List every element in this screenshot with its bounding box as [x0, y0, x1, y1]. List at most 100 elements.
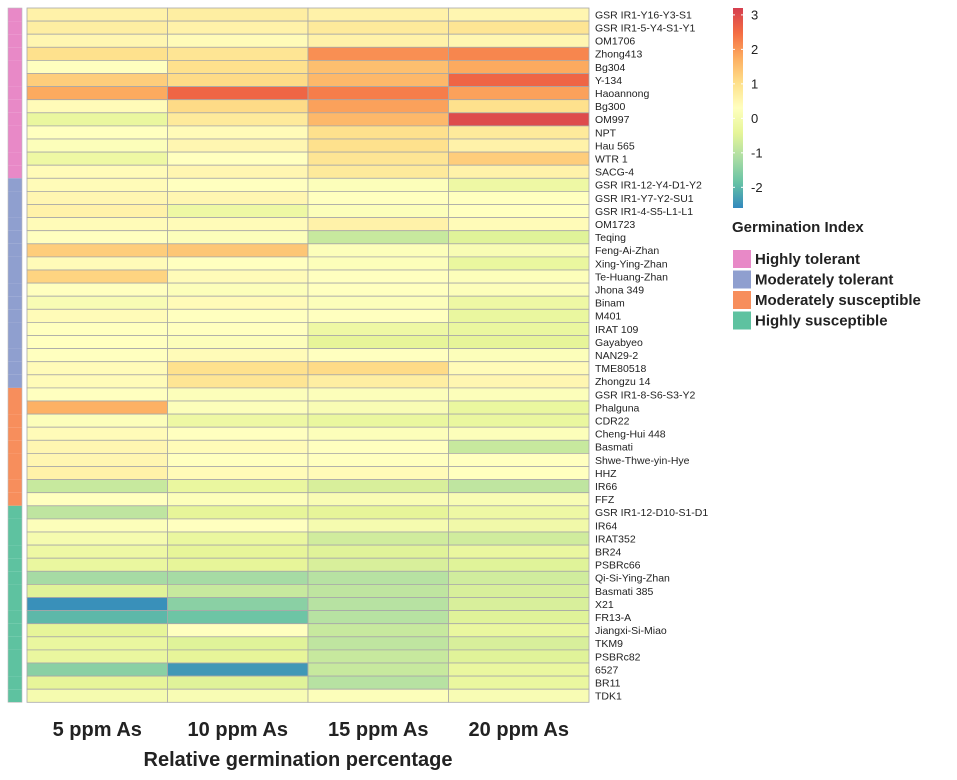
heatmap-cell [307, 321, 449, 336]
annotation-cell [8, 283, 22, 297]
heatmap-cell [167, 190, 309, 205]
annotation-cell [8, 270, 22, 284]
annotation-cell [8, 374, 22, 388]
heatmap-cell [307, 256, 449, 271]
column-label: 20 ppm As [469, 719, 569, 741]
heatmap-cell [448, 33, 590, 48]
heatmap-cell [26, 675, 168, 690]
heatmap-cell [167, 557, 309, 572]
row-label: M401 [595, 311, 621, 323]
heatmap-cell [167, 99, 309, 114]
heatmap-cell [26, 99, 168, 114]
heatmap-cell [26, 295, 168, 310]
annotation-bar-border [7, 7, 23, 703]
heatmap-cell [307, 439, 449, 454]
row-label: Gayabyeo [595, 337, 643, 349]
heatmap-cell [167, 282, 309, 297]
column-label: 15 ppm As [328, 719, 428, 741]
row-label: IRAT 109 [595, 324, 639, 336]
heatmap-cell [26, 374, 168, 389]
heatmap-cell [448, 177, 590, 192]
annotation-cell [8, 47, 22, 61]
annotation-legend: Highly tolerant Moderately tolerant Modera… [733, 250, 921, 330]
heatmap-cell [167, 505, 309, 520]
heatmap-cell [448, 374, 590, 389]
heatmap-cell [448, 400, 590, 415]
heatmap-cell [26, 466, 168, 481]
heatmap-cell [26, 597, 168, 612]
heatmap-cell [448, 466, 590, 481]
row-label: OM997 [595, 114, 630, 126]
heatmap-cell [167, 426, 309, 441]
heatmap-cell [26, 125, 168, 140]
row-label: IRAT352 [595, 533, 636, 545]
heatmap-cell [167, 452, 309, 467]
heatmap-cell [167, 164, 309, 179]
row-label: Bg300 [595, 101, 626, 113]
row-label: GSR IR1-12-Y4-D1-Y2 [595, 180, 702, 192]
heatmap-cell [448, 413, 590, 428]
heatmap-cell [167, 348, 309, 363]
annotation-cell [8, 479, 22, 493]
annotation-cell [8, 584, 22, 598]
annotation-cell [8, 518, 22, 532]
heatmap-cell [448, 570, 590, 585]
heatmap-cell [307, 125, 449, 140]
heatmap-cell [448, 492, 590, 507]
legend-swatch [733, 291, 751, 309]
heatmap-cell [448, 610, 590, 625]
heatmap-cell [307, 177, 449, 192]
annotation-cell [8, 60, 22, 74]
heatmap-cell [167, 518, 309, 533]
heatmap-cell [26, 73, 168, 88]
heatmap-cell [26, 623, 168, 638]
heatmap-cell [307, 308, 449, 323]
annotation-cell [8, 663, 22, 677]
heatmap-cell [307, 138, 449, 153]
heatmap-cell [448, 164, 590, 179]
heatmap-cell [167, 86, 309, 101]
heatmap-cell [307, 597, 449, 612]
heatmap-cell [167, 230, 309, 245]
heatmap-cell [307, 662, 449, 677]
annotation-cell [8, 73, 22, 87]
annotation-cell [8, 99, 22, 113]
row-label: Binam [595, 298, 625, 310]
heatmap-cell [167, 73, 309, 88]
heatmap-cell [448, 662, 590, 677]
heatmap-cell [307, 479, 449, 494]
heatmap-cell [26, 479, 168, 494]
annotation-cell [8, 689, 22, 703]
heatmap-cell [307, 452, 449, 467]
heatmap-cell [26, 544, 168, 559]
annotation-cell [8, 610, 22, 624]
heatmap-cell [448, 7, 590, 22]
legend-swatch [733, 270, 751, 289]
heatmap-cell [167, 269, 309, 284]
row-label: Haoannong [595, 88, 649, 100]
annotation-cell [8, 256, 22, 270]
annotation-cell [8, 558, 22, 572]
row-label: OM1723 [595, 219, 635, 231]
heatmap-cell [167, 544, 309, 559]
row-label: FFZ [595, 494, 615, 506]
color-scale-tick-label: -2 [751, 180, 763, 195]
heatmap-cell [167, 387, 309, 402]
row-label: GSR IR1-5-Y4-S1-Y1 [595, 22, 696, 34]
heatmap-cell [26, 190, 168, 205]
row-label: GSR IR1-Y7-Y2-SU1 [595, 193, 694, 205]
heatmap-cell [448, 138, 590, 153]
heatmap-cell [26, 649, 168, 664]
row-label: BR11 [595, 677, 621, 689]
heatmap-cell [307, 584, 449, 598]
heatmap-cell [167, 204, 309, 219]
heatmap-cell [448, 204, 590, 219]
annotation-cell [8, 401, 22, 415]
heatmap-cell [26, 531, 168, 546]
heatmap-cell [448, 636, 590, 651]
heatmap-cell [167, 256, 309, 271]
row-label: Teqing [595, 232, 626, 244]
heatmap-cell [307, 636, 449, 651]
row-label: Bg304 [595, 62, 626, 74]
annotation-cell [8, 309, 22, 323]
